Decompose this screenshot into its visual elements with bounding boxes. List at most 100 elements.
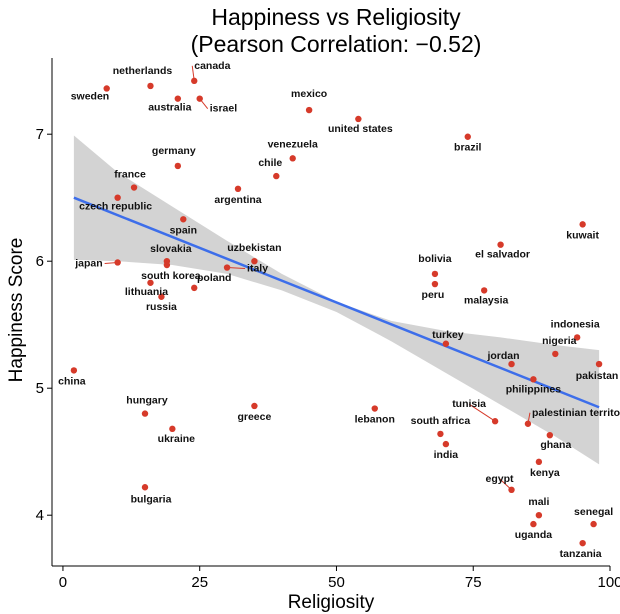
data-point-ukraine bbox=[169, 425, 176, 433]
leader-line-japan bbox=[104, 261, 118, 264]
data-point-chile bbox=[273, 172, 280, 180]
y-axis-title: Happiness Score bbox=[6, 238, 27, 383]
point-label-france: france bbox=[114, 169, 146, 181]
data-point-jordan bbox=[508, 360, 515, 368]
point-label-netherlands: netherlands bbox=[113, 65, 173, 77]
leader-line-italy bbox=[227, 267, 246, 270]
chart-subtitle: (Pearson Correlation: −0.52) bbox=[191, 31, 482, 57]
data-point-malaysia bbox=[480, 287, 488, 294]
point-label-china: china bbox=[58, 375, 86, 387]
point-label-turkey: turkey bbox=[432, 329, 464, 341]
data-point-poland bbox=[191, 284, 198, 292]
point-label-russia: russia bbox=[146, 301, 177, 313]
point-label-bolivia: bolivia bbox=[418, 253, 451, 265]
data-point-lebanon bbox=[371, 405, 378, 412]
point-label-sweden: sweden bbox=[71, 90, 110, 102]
point-label-lebanon: lebanon bbox=[355, 414, 395, 426]
data-point-bolivia bbox=[431, 270, 439, 278]
x-axis-title: Religiosity bbox=[288, 592, 375, 613]
point-label-pakistan: pakistan bbox=[576, 370, 619, 382]
y-tick-label: 4 bbox=[36, 507, 44, 524]
point-label-australia: australia bbox=[148, 102, 191, 114]
data-point-united-states bbox=[355, 115, 362, 123]
data-point-venezuela bbox=[289, 155, 296, 162]
point-label-senegal: senegal bbox=[574, 506, 613, 518]
y-tick-label: 7 bbox=[36, 126, 44, 143]
data-point-senegal bbox=[590, 520, 597, 528]
x-axis-ticks: 0 25 50 75 100 bbox=[59, 566, 620, 591]
data-point-uzbekistan bbox=[251, 258, 258, 265]
x-tick-label: 50 bbox=[328, 574, 345, 591]
point-label-lithuania: lithuania bbox=[125, 286, 168, 298]
data-point-uganda bbox=[530, 520, 537, 528]
data-point-kenya bbox=[535, 458, 543, 466]
point-label-philippines: philippines bbox=[506, 383, 562, 395]
point-label-tanzania: tanzania bbox=[560, 548, 602, 560]
point-label-italy: italy bbox=[247, 263, 268, 275]
data-point-russia bbox=[158, 293, 165, 300]
data-point-hungary bbox=[141, 410, 149, 417]
data-point-germany bbox=[174, 162, 182, 170]
point-label-kenya: kenya bbox=[530, 467, 560, 479]
data-point-turkey bbox=[442, 340, 450, 347]
data-point-tanzania bbox=[579, 539, 586, 547]
data-point-el-salvador bbox=[497, 241, 504, 248]
leader-line-canada bbox=[191, 65, 195, 81]
data-point-mexico bbox=[305, 106, 313, 114]
y-tick-label: 6 bbox=[36, 253, 44, 270]
point-label-japan: japan bbox=[74, 257, 102, 269]
regression-line-layer bbox=[73, 196, 600, 409]
data-point-greece bbox=[251, 402, 258, 410]
x-tick-label: 0 bbox=[59, 574, 67, 591]
point-label-venezuela: venezuela bbox=[268, 138, 318, 150]
data-point-australia bbox=[174, 95, 182, 102]
data-point-kuwait bbox=[579, 221, 586, 228]
data-point-netherlands bbox=[147, 82, 154, 90]
data-point-brazil bbox=[464, 133, 471, 140]
regression-line bbox=[73, 196, 600, 409]
point-label-south-africa: south africa bbox=[411, 415, 471, 427]
point-label-ghana: ghana bbox=[540, 439, 571, 451]
point-label-israel: israel bbox=[210, 103, 238, 115]
point-label-kuwait: kuwait bbox=[566, 229, 599, 241]
chart-title: Happiness vs Religiosity bbox=[211, 4, 461, 30]
y-tick-label: 5 bbox=[36, 380, 44, 397]
data-point-bulgaria bbox=[141, 484, 149, 491]
point-label-uganda: uganda bbox=[515, 529, 552, 541]
data-point-nigeria bbox=[552, 350, 559, 358]
point-label-egypt: egypt bbox=[486, 473, 515, 485]
point-label-jordan: jordan bbox=[486, 350, 519, 362]
data-point-lithuania bbox=[147, 279, 154, 286]
point-label-indonesia: indonesia bbox=[551, 318, 600, 330]
data-point-mali bbox=[535, 512, 543, 519]
point-label-peru: peru bbox=[422, 289, 445, 301]
point-label-germany: germany bbox=[152, 145, 196, 157]
point-label-south-korea: south korea bbox=[141, 270, 201, 282]
data-point-indonesia bbox=[573, 334, 581, 341]
point-label-mexico: mexico bbox=[291, 88, 327, 100]
point-label-poland: poland bbox=[197, 272, 231, 284]
data-point-japan bbox=[114, 259, 121, 266]
point-label-hungary: hungary bbox=[126, 395, 168, 407]
point-label-tunisia: tunisia bbox=[452, 398, 486, 410]
leader-line-palestinian-territories bbox=[527, 412, 531, 424]
data-point-sweden bbox=[103, 85, 110, 92]
point-label-czech-republic: czech republic bbox=[79, 201, 152, 213]
leader-line-israel bbox=[199, 98, 209, 109]
leader-line-egypt bbox=[499, 478, 512, 491]
data-point-argentina bbox=[234, 185, 242, 193]
point-label-india: india bbox=[434, 449, 459, 461]
point-label-greece: greece bbox=[237, 411, 271, 423]
confidence-band bbox=[73, 135, 600, 465]
data-point-philippines bbox=[530, 376, 537, 383]
point-label-palestinian-territories: palestinian territories bbox=[532, 407, 620, 419]
data-point-france bbox=[130, 184, 138, 191]
point-label-slovakia: slovakia bbox=[150, 243, 192, 255]
point-label-brazil: brazil bbox=[454, 142, 482, 154]
data-point-india bbox=[442, 440, 450, 448]
point-label-ukraine: ukraine bbox=[158, 433, 196, 445]
data-point-south-africa bbox=[437, 430, 444, 438]
x-tick-label: 100 bbox=[597, 574, 620, 591]
point-label-canada: canada bbox=[194, 60, 230, 72]
